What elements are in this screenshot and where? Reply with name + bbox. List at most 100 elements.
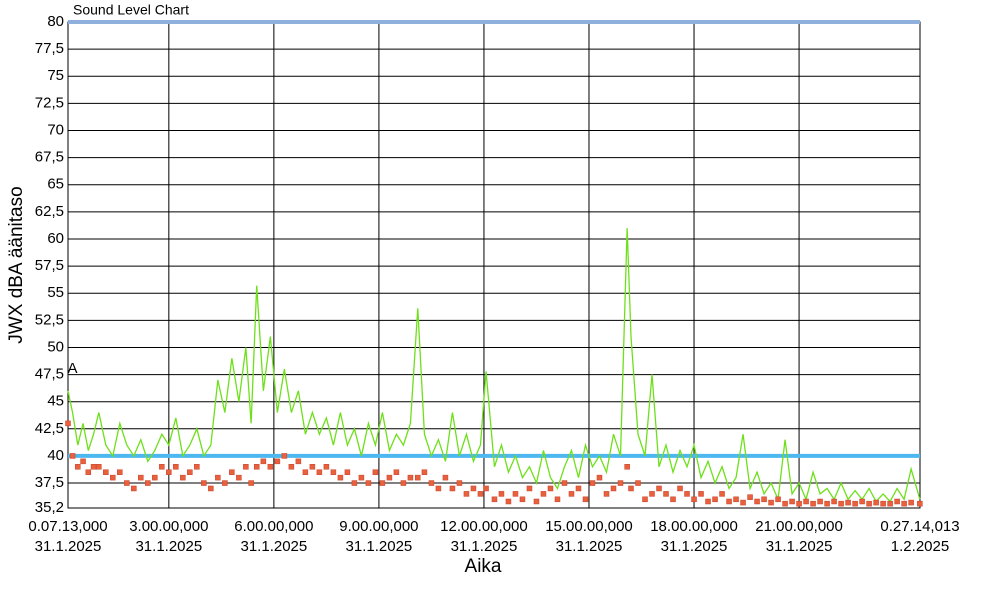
- data-point: [222, 480, 228, 486]
- data-point: [880, 500, 886, 507]
- data-point: [351, 480, 358, 486]
- data-point: [110, 474, 116, 481]
- data-point: [379, 480, 386, 486]
- data-point: [547, 485, 554, 492]
- data-point: [96, 464, 102, 470]
- x-tick-label: 6.00.00,000 31.1.2025: [234, 518, 313, 555]
- data-point: [407, 474, 414, 481]
- plot-area: [67, 21, 921, 509]
- data-point: [887, 500, 893, 507]
- data-point: [456, 480, 463, 486]
- data-point: [65, 420, 71, 427]
- data-line: [67, 228, 921, 503]
- data-point: [663, 491, 669, 497]
- y-tick-label: 45: [47, 393, 64, 410]
- y-tick-label: 42,5: [35, 420, 64, 437]
- y-tick-label: 72,5: [35, 94, 64, 111]
- data-point: [617, 480, 624, 486]
- x-tick-label: 3.00.00,000 31.1.2025: [129, 518, 208, 555]
- y-tick-label: 47,5: [35, 366, 64, 383]
- data-point: [852, 500, 858, 507]
- data-point: [908, 499, 914, 506]
- data-point: [526, 485, 533, 492]
- data-point: [415, 474, 421, 481]
- data-point: [491, 496, 498, 503]
- data-point: [754, 498, 760, 505]
- data-point: [442, 474, 449, 481]
- data-point: [358, 474, 365, 481]
- data-point: [505, 498, 512, 505]
- data-point: [166, 469, 172, 475]
- y-tick-label: 57,5: [35, 257, 64, 274]
- data-point: [80, 458, 86, 465]
- data-point: [281, 453, 288, 459]
- data-point: [656, 485, 662, 492]
- x-tick-label: 18.00.00,000 31.1.2025: [650, 518, 738, 555]
- y-tick-label: 55: [47, 284, 64, 301]
- data-point: [582, 496, 589, 503]
- y-tick-label: 67,5: [35, 149, 64, 166]
- data-point: [831, 498, 837, 505]
- data-point: [866, 500, 872, 507]
- data-point: [477, 491, 484, 497]
- data-point: [649, 491, 655, 497]
- data-point: [642, 496, 648, 503]
- data-point: [782, 500, 788, 507]
- data-point: [400, 480, 407, 486]
- data-point: [365, 480, 372, 486]
- data-point: [215, 474, 221, 481]
- data-point: [117, 469, 123, 475]
- x-tick-label: 12.00.00,000 31.1.2025: [440, 518, 528, 555]
- data-point: [603, 491, 610, 497]
- data-point: [768, 499, 774, 506]
- data-point: [761, 496, 767, 503]
- data-point: [330, 469, 337, 475]
- data-point: [236, 474, 242, 481]
- data-point: [90, 464, 97, 470]
- data-point: [575, 485, 582, 492]
- data-point: [337, 474, 344, 481]
- data-point: [817, 498, 823, 505]
- data-point: [824, 500, 830, 507]
- data-point: [635, 480, 641, 486]
- data-point: [344, 469, 351, 475]
- y-tick-label: 52,5: [35, 311, 64, 328]
- data-point: [726, 498, 732, 505]
- data-point: [173, 464, 179, 470]
- y-tick-label: 60: [47, 230, 64, 247]
- data-point: [894, 498, 900, 505]
- y-tick-label: 35,2: [35, 499, 64, 516]
- data-point: [288, 464, 295, 470]
- data-point: [519, 496, 526, 503]
- x-tick-label: 21.00.00,000 31.1.2025: [755, 518, 843, 555]
- data-point: [596, 474, 603, 481]
- data-point: [740, 499, 746, 506]
- y-tick-label: 80: [47, 13, 64, 30]
- data-point: [712, 496, 718, 503]
- data-point: [917, 500, 923, 507]
- data-point: [561, 480, 568, 486]
- x-tick-label: 0.27.14,013 1.2.2025: [880, 518, 959, 555]
- data-point: [859, 498, 865, 505]
- x-tick-label: 0.07.13,000 31.1.2025: [28, 518, 107, 555]
- data-point: [568, 491, 575, 497]
- data-point: [421, 469, 428, 475]
- y-tick-label: 77,5: [35, 40, 64, 57]
- data-point: [463, 491, 470, 497]
- data-point: [733, 496, 739, 503]
- data-point: [789, 498, 795, 505]
- data-point: [533, 498, 540, 505]
- y-tick-label: 62,5: [35, 203, 64, 220]
- data-point: [69, 453, 76, 459]
- data-point: [719, 491, 725, 497]
- y-axis-title: JWX dBA äänitaso: [6, 186, 27, 343]
- chart-title: Sound Level Chart: [73, 2, 189, 18]
- data-point: [372, 469, 379, 475]
- x-axis-title: Aika: [465, 556, 502, 577]
- y-tick-label: 40: [47, 447, 64, 464]
- data-point: [796, 500, 802, 507]
- data-point: [295, 458, 302, 465]
- data-point: [274, 458, 281, 465]
- data-point: [131, 485, 137, 492]
